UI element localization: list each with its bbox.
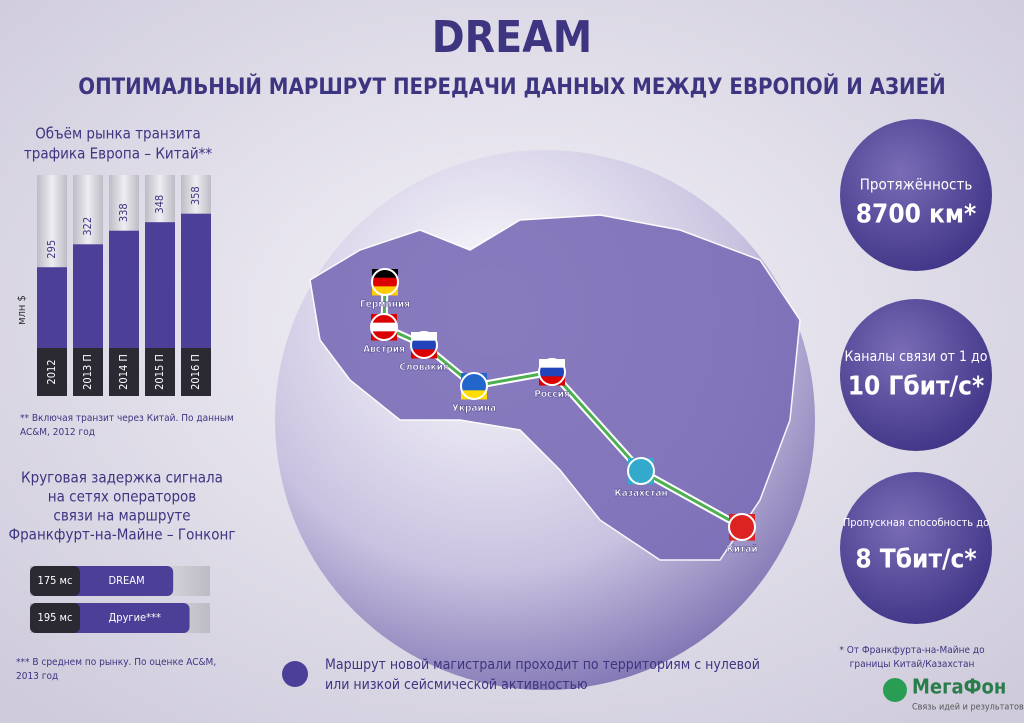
stat-label: Каналы связи от 1 до [845, 349, 988, 365]
flag-stripe [461, 373, 487, 383]
stat-value: 8700 км* [856, 200, 976, 230]
footnote: *** В среднем по рынку. По оценке AC&M, [16, 657, 216, 668]
city-label: Германия [360, 299, 410, 310]
category-box [181, 348, 211, 396]
flag-stripe [372, 277, 398, 287]
city-label: Словакия [399, 362, 449, 373]
category-box [109, 348, 139, 396]
category-label: DREAM [109, 574, 145, 587]
flag-stripe [539, 359, 565, 369]
category-box [145, 348, 175, 396]
city-label: Китай [726, 544, 757, 555]
category-box [37, 348, 67, 396]
stat-label: Пропускная способность до [843, 516, 989, 529]
logo-name: МегаФон [912, 675, 1006, 699]
flag-stripe [411, 349, 437, 359]
city-label: Россия [534, 389, 570, 400]
stat-disc [840, 299, 992, 451]
note-icon [282, 661, 308, 687]
flag-stripe [539, 376, 565, 386]
flag-ring [728, 513, 756, 541]
value-label: 195 мс [38, 611, 73, 624]
stat-disc [840, 119, 992, 271]
flag-stripe [729, 514, 755, 524]
city-label: Казахстан [614, 488, 667, 499]
y-axis-label: млн $ [15, 295, 28, 325]
flag-ring [410, 331, 438, 359]
flag-stripe [729, 531, 755, 541]
city-label: Австрия [363, 344, 405, 355]
flag-ring [627, 457, 655, 485]
category-label: 2016 П [189, 354, 202, 390]
flag-stripe [628, 466, 654, 476]
stat-disc [840, 472, 992, 624]
title: DREAM [432, 12, 592, 63]
subtitle: ОПТИМАЛЬНЫЙ МАРШРУТ ПЕРЕДАЧИ ДАННЫХ МЕЖД… [78, 74, 945, 100]
flag-stripe [371, 322, 397, 332]
chart-title: на сетях операторов [48, 488, 197, 506]
footnote: AC&M, 2012 год [20, 427, 95, 438]
bar [73, 244, 103, 348]
category-label: 2014 П [117, 354, 130, 390]
flag-ring [371, 268, 399, 296]
logo-slogan: Связь идей и результатов [912, 703, 1024, 713]
chart-title: Франкфурт-на-Майне – Гонконг [9, 526, 236, 544]
flag-stripe [461, 381, 487, 391]
chart-title: трафика Европа – Китай** [24, 145, 212, 163]
note: Маршрут новой магистрали проходит по тер… [325, 657, 760, 673]
bar [37, 267, 67, 348]
value-label: 322 [81, 217, 94, 236]
bar [181, 213, 211, 348]
city-label: Украина [452, 403, 496, 414]
stat-label: Протяжённость [860, 176, 973, 194]
flag-ring [460, 372, 488, 400]
flag-stripe [628, 475, 654, 485]
chart-title: Круговая задержка сигнала [21, 469, 223, 487]
footnote: 2013 год [16, 671, 58, 682]
flag-stripe [539, 367, 565, 377]
category-label: Другие*** [109, 611, 161, 624]
value-box [30, 566, 80, 596]
flag-stripe [371, 331, 397, 341]
flag-ring [538, 358, 566, 386]
flag-stripe [628, 458, 654, 468]
footnote: ** Включая транзит через Китай. По данны… [20, 413, 234, 424]
footnote: * От Франкфурта-на-Майне до [839, 645, 985, 656]
logo-icon [883, 678, 907, 702]
flag-stripe [411, 340, 437, 350]
flag-stripe [372, 286, 398, 296]
category-box [73, 348, 103, 396]
flag-stripe [372, 269, 398, 279]
value-label: 358 [189, 186, 202, 205]
note: или низкой сейсмической активностью [325, 677, 588, 693]
flag-stripe [461, 390, 487, 400]
bar [109, 230, 139, 348]
category-label: 2013 П [81, 354, 94, 390]
value-label: 295 [45, 240, 58, 259]
category-label: 2012 [45, 359, 58, 384]
chart-title: связи на маршруте [53, 507, 190, 525]
chart-title: Объём рынка транзита [35, 125, 201, 143]
value-box [30, 603, 80, 633]
value-label: 338 [117, 203, 130, 222]
value-label: 348 [153, 195, 166, 214]
flag-stripe [371, 314, 397, 324]
landmass [309, 214, 801, 561]
value-label: 175 мс [38, 574, 73, 587]
flag-ring [370, 313, 398, 341]
bar [145, 222, 175, 348]
category-label: 2015 П [153, 354, 166, 390]
stat-value: 10 Гбит/с* [848, 372, 985, 402]
flag-stripe [729, 522, 755, 532]
stat-value: 8 Тбит/с* [855, 545, 976, 575]
footnote: границы Китай/Казахстан [850, 659, 975, 670]
flag-stripe [411, 332, 437, 342]
